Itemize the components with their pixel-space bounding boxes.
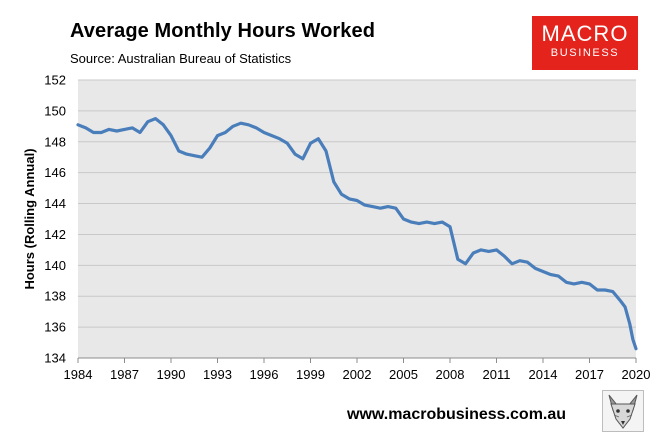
y-tick-label: 144	[44, 196, 66, 211]
x-tick-label: 1996	[250, 367, 279, 382]
y-tick-label: 150	[44, 103, 66, 118]
y-tick-label: 142	[44, 227, 66, 242]
macrobusiness-logo: MACRO BUSINESS	[532, 16, 638, 70]
y-tick-label: 152	[44, 73, 66, 88]
fox-head-icon	[602, 390, 644, 432]
logo-line-business: BUSINESS	[550, 47, 620, 59]
plot-area	[78, 80, 636, 358]
y-tick-label: 146	[44, 165, 66, 180]
x-tick-label: 2017	[575, 367, 604, 382]
x-tick-label: 1990	[157, 367, 186, 382]
chart-source: Source: Australian Bureau of Statistics	[70, 51, 292, 66]
y-tick-label: 138	[44, 289, 66, 304]
x-tick-label: 2005	[389, 367, 418, 382]
y-tick-label: 136	[44, 320, 66, 335]
y-tick-label: 148	[44, 134, 66, 149]
x-tick-label: 1993	[203, 367, 232, 382]
x-tick-label: 1984	[64, 367, 93, 382]
logo-line-macro: MACRO	[541, 21, 629, 46]
x-tick-label: 2011	[483, 367, 511, 382]
x-tick-label: 2002	[343, 367, 372, 382]
y-axis-label: Hours (Rolling Annual)	[22, 148, 37, 289]
x-tick-label: 2020	[622, 367, 651, 382]
y-tick-label: 140	[44, 258, 66, 273]
x-tick-label: 1987	[110, 367, 139, 382]
website-url: www.macrobusiness.com.au	[347, 406, 567, 423]
x-tick-label: 2014	[529, 367, 558, 382]
series-line	[76, 117, 638, 351]
chart-title: Average Monthly Hours Worked	[70, 20, 376, 42]
x-tick-label: 1999	[296, 367, 325, 382]
x-tick-label: 2008	[436, 367, 465, 382]
y-tick-label: 134	[44, 351, 66, 366]
